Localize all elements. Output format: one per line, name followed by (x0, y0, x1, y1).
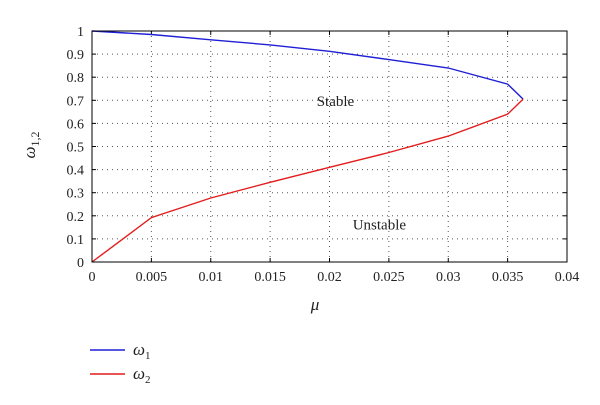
y-tick-label: 0.6 (67, 117, 85, 132)
legend-label-omega1-sub: 1 (145, 350, 151, 362)
grid (92, 31, 567, 262)
legend: ω1 ω2 (90, 340, 151, 386)
y-tick-label: 0.9 (67, 48, 85, 63)
y-tick-label: 0.7 (67, 94, 85, 109)
y-tick-label: 0.2 (67, 210, 85, 225)
x-tick-label: 0.03 (436, 270, 461, 285)
x-tick-label: 0.01 (199, 270, 224, 285)
series-line-omega2 (91, 98, 524, 263)
annotation-stable: Stable (317, 94, 355, 110)
ticks: 0 0.005 0.01 0.015 0.02 0.025 0.03 0.035 0.04 0 0.… (67, 25, 580, 285)
plot-frame (91, 30, 568, 263)
x-tick-label: 0.025 (373, 270, 405, 285)
x-tick-label: 0 (89, 270, 96, 285)
x-tick-label: 0.02 (317, 270, 342, 285)
x-tick-label: 0.04 (555, 270, 580, 285)
y-tick-label: 1 (77, 25, 84, 40)
y-tick-label: 0.3 (67, 187, 85, 202)
x-tick-label: 0.005 (136, 270, 168, 285)
y-tick-label: 0.1 (67, 233, 85, 248)
annotation-unstable: Unstable (353, 218, 407, 234)
legend-label-omega2-sub: 2 (145, 374, 151, 386)
y-tick-label: 0.5 (67, 141, 85, 156)
y-tick-label: 0.8 (67, 71, 85, 86)
y-tick-label: 0.4 (67, 164, 85, 179)
series-lines (91, 30, 524, 263)
y-axis-label-sub: 1,2 (28, 131, 42, 146)
legend-label-omega2: ω2 (133, 364, 151, 386)
x-tick-label: 0.035 (492, 270, 524, 285)
x-tick-label: 0.015 (254, 270, 286, 285)
y-tick-label: 0 (77, 256, 84, 271)
annotations: Stable Unstable (317, 94, 407, 234)
series-line-omega1 (91, 30, 524, 100)
x-axis-label: μ (310, 295, 320, 314)
legend-label-omega1: ω1 (133, 340, 151, 362)
y-axis-label: ω1,2 (20, 131, 42, 158)
